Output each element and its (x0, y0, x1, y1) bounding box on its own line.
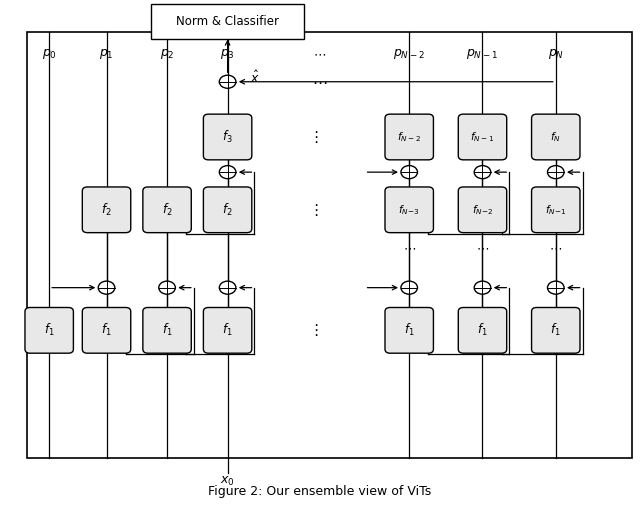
Text: $f_{N-1}$: $f_{N-1}$ (470, 130, 495, 144)
Text: $\vdots$: $\vdots$ (308, 129, 319, 145)
FancyBboxPatch shape (532, 187, 580, 233)
FancyBboxPatch shape (458, 187, 507, 233)
Text: $p_{N-2}$: $p_{N-2}$ (394, 47, 425, 61)
Text: $\vdots$: $\vdots$ (308, 202, 319, 218)
Circle shape (474, 166, 491, 179)
Text: $\cdots$: $\cdots$ (314, 47, 326, 61)
Text: $x_0$: $x_0$ (220, 475, 235, 487)
Text: $p_3$: $p_3$ (220, 47, 235, 61)
Circle shape (547, 281, 564, 294)
Text: $\hat{x}$: $\hat{x}$ (250, 70, 260, 86)
FancyBboxPatch shape (532, 114, 580, 160)
Text: $f_2$: $f_2$ (101, 202, 112, 218)
Text: $\cdots$: $\cdots$ (549, 241, 563, 254)
Text: $f_2$: $f_2$ (222, 202, 233, 218)
Circle shape (474, 281, 491, 294)
Text: $p_1$: $p_1$ (99, 47, 114, 61)
FancyBboxPatch shape (25, 308, 74, 353)
FancyBboxPatch shape (204, 114, 252, 160)
Text: $\cdots$: $\cdots$ (312, 74, 328, 89)
Text: $f_1$: $f_1$ (404, 322, 415, 338)
Circle shape (220, 166, 236, 179)
Text: $f_3$: $f_3$ (222, 129, 233, 145)
Text: $f_2$: $f_2$ (162, 202, 172, 218)
Circle shape (220, 281, 236, 294)
FancyBboxPatch shape (385, 308, 433, 353)
Text: $f_1$: $f_1$ (477, 322, 488, 338)
Text: $p_2$: $p_2$ (160, 47, 174, 61)
Text: $\cdots$: $\cdots$ (403, 241, 416, 254)
FancyBboxPatch shape (458, 114, 507, 160)
Circle shape (401, 281, 417, 294)
FancyBboxPatch shape (83, 187, 131, 233)
FancyBboxPatch shape (204, 187, 252, 233)
Text: Norm & Classifier: Norm & Classifier (176, 15, 279, 28)
FancyBboxPatch shape (385, 187, 433, 233)
Circle shape (220, 75, 236, 88)
FancyBboxPatch shape (532, 308, 580, 353)
Text: $\vdots$: $\vdots$ (308, 322, 319, 338)
Text: $\cdots$: $\cdots$ (476, 241, 489, 254)
Text: $f_{N\!-\!3}$: $f_{N\!-\!3}$ (398, 203, 420, 217)
Text: Figure 2: Our ensemble view of ViTs: Figure 2: Our ensemble view of ViTs (209, 485, 431, 497)
FancyBboxPatch shape (143, 308, 191, 353)
Circle shape (159, 281, 175, 294)
Text: $f_1$: $f_1$ (44, 322, 54, 338)
Text: $p_{N-1}$: $p_{N-1}$ (467, 47, 499, 61)
Circle shape (401, 166, 417, 179)
FancyBboxPatch shape (83, 308, 131, 353)
Text: $f_{N\!-\!1}$: $f_{N\!-\!1}$ (545, 203, 566, 217)
FancyBboxPatch shape (204, 308, 252, 353)
Text: $p_0$: $p_0$ (42, 47, 57, 61)
Text: $f_1$: $f_1$ (162, 322, 172, 338)
Text: $f_{N\!-\!2}$: $f_{N\!-\!2}$ (472, 203, 493, 217)
Text: $f_1$: $f_1$ (550, 322, 561, 338)
FancyBboxPatch shape (458, 308, 507, 353)
Circle shape (547, 166, 564, 179)
Text: $f_1$: $f_1$ (222, 322, 233, 338)
Text: $f_N$: $f_N$ (550, 130, 561, 144)
Text: $p_N$: $p_N$ (548, 47, 564, 61)
FancyBboxPatch shape (151, 4, 304, 39)
Text: $f_1$: $f_1$ (101, 322, 112, 338)
Text: $f_{N-2}$: $f_{N-2}$ (397, 130, 421, 144)
FancyBboxPatch shape (143, 187, 191, 233)
FancyBboxPatch shape (385, 114, 433, 160)
Bar (27, 31, 632, 459)
Circle shape (99, 281, 115, 294)
